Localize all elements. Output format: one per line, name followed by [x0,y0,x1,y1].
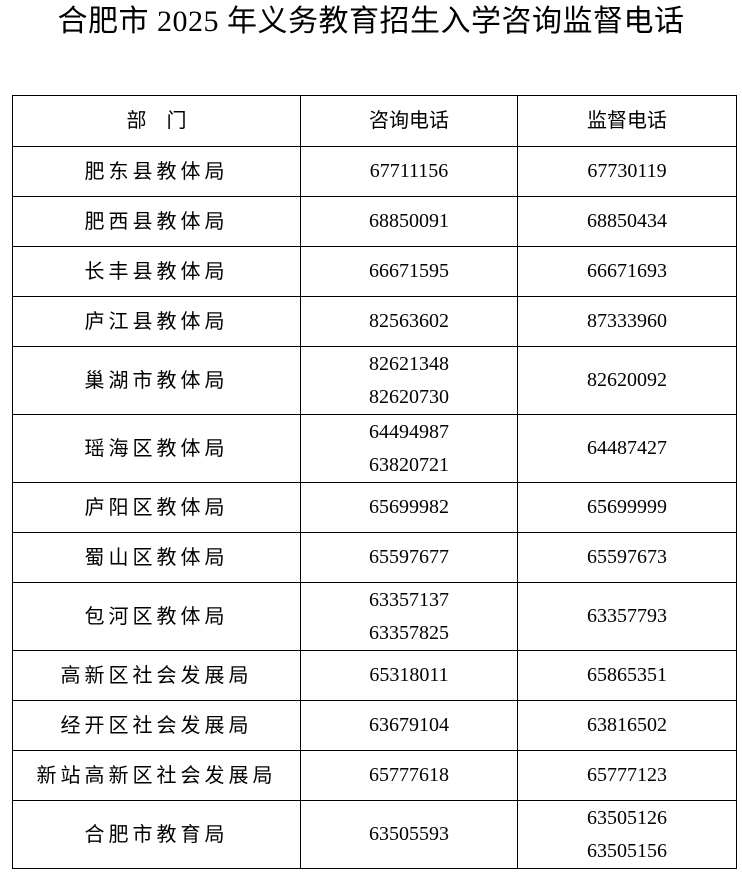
phone-number: 65699982 [369,496,449,518]
phone-number: 65777618 [369,764,449,786]
header-consult-phone: 咨询电话 [300,95,518,147]
phone-number: 65597677 [369,546,449,568]
consult-phone-cell: 63357137 63357825 [300,582,518,651]
supervise-phone-cell: 63816502 [517,700,737,751]
supervise-phone-cell: 66671693 [517,246,737,297]
phone-number: 63505126 [587,806,667,829]
department-cell: 巢湖市教体局 [12,346,301,415]
header-supervise-phone: 监督电话 [517,95,737,147]
table-row: 长丰县教体局 66671595 66671693 [12,246,737,297]
consult-phone-cell: 65597677 [300,532,518,583]
table-row: 肥西县教体局 68850091 68850434 [12,196,737,247]
department-cell: 经开区社会发展局 [12,700,301,751]
phone-number: 63357137 [369,588,449,611]
phone-number: 82563602 [369,310,449,332]
phone-number: 63357793 [587,605,667,627]
phone-number: 65777123 [587,764,667,786]
phone-number: 65597673 [587,546,667,568]
department-cell: 蜀山区教体局 [12,532,301,583]
department-cell: 肥东县教体局 [12,146,301,197]
department-cell: 合肥市教育局 [12,800,301,869]
document-title: 合肥市 2025 年义务教育招生入学咨询监督电话 [57,5,685,38]
supervise-phone-cell: 82620092 [517,346,737,415]
supervise-phone-cell: 87333960 [517,296,737,347]
consult-phone-cell: 67711156 [300,146,518,197]
phone-number: 63820721 [369,453,449,476]
table-row: 庐江县教体局 82563602 87333960 [12,296,737,347]
department-cell: 肥西县教体局 [12,196,301,247]
consult-phone-cell: 65318011 [300,650,518,701]
phone-number: 67730119 [587,160,667,182]
phone-number: 66671595 [369,260,449,282]
phone-number: 82620730 [369,385,449,408]
department-cell: 瑶海区教体局 [12,414,301,483]
department-cell: 包河区教体局 [12,582,301,651]
phone-number: 63505156 [587,839,667,862]
phone-number: 64487427 [587,437,667,459]
table-row: 经开区社会发展局 63679104 63816502 [12,700,737,751]
supervise-phone-cell: 64487427 [517,414,737,483]
table-row: 庐阳区教体局 65699982 65699999 [12,482,737,533]
table-row: 新站高新区社会发展局 65777618 65777123 [12,750,737,801]
phone-number: 63816502 [587,714,667,736]
phone-number: 65865351 [587,664,667,686]
consult-phone-cell: 65699982 [300,482,518,533]
department-cell: 新站高新区社会发展局 [12,750,301,801]
phone-number: 63357825 [369,621,449,644]
consult-phone-cell: 63679104 [300,700,518,751]
phone-number: 64494987 [369,420,449,443]
phone-number: 87333960 [587,310,667,332]
supervise-phone-cell: 63357793 [517,582,737,651]
consult-phone-cell: 68850091 [300,196,518,247]
table-row: 包河区教体局 63357137 63357825 63357793 [12,582,737,651]
phone-number: 63505593 [369,823,449,845]
header-department: 部 门 [12,95,301,147]
phone-number: 68850091 [369,210,449,232]
consult-phone-cell: 82563602 [300,296,518,347]
phone-number: 65318011 [369,664,449,686]
department-cell: 高新区社会发展局 [12,650,301,701]
phone-number: 65699999 [587,496,667,518]
phone-number: 67711156 [369,160,449,182]
table-row: 合肥市教育局 63505593 63505126 63505156 [12,800,737,869]
table-row: 瑶海区教体局 64494987 63820721 64487427 [12,414,737,483]
phone-number: 68850434 [587,210,667,232]
consult-phone-cell: 82621348 82620730 [300,346,518,415]
consult-phone-cell: 65777618 [300,750,518,801]
consult-phone-cell: 63505593 [300,800,518,869]
supervise-phone-cell: 65597673 [517,532,737,583]
department-cell: 庐江县教体局 [12,296,301,347]
phone-number: 82621348 [369,352,449,375]
consult-phone-cell: 66671595 [300,246,518,297]
phone-number: 66671693 [587,260,667,282]
supervise-phone-cell: 65865351 [517,650,737,701]
phone-number: 82620092 [587,369,667,391]
supervise-phone-cell: 65699999 [517,482,737,533]
table-header-row: 部 门 咨询电话 监督电话 [12,95,737,147]
supervise-phone-cell: 65777123 [517,750,737,801]
consult-phone-cell: 64494987 63820721 [300,414,518,483]
table-row: 肥东县教体局 67711156 67730119 [12,146,737,197]
supervise-phone-cell: 68850434 [517,196,737,247]
table-row: 巢湖市教体局 82621348 82620730 82620092 [12,346,737,415]
table-row: 高新区社会发展局 65318011 65865351 [12,650,737,701]
supervise-phone-cell: 67730119 [517,146,737,197]
phone-number: 63679104 [369,714,449,736]
supervise-phone-cell: 63505126 63505156 [517,800,737,869]
contact-table: 部 门 咨询电话 监督电话 肥东县教体局 67711156 67730119 肥西县教… [12,95,737,869]
department-cell: 庐阳区教体局 [12,482,301,533]
table-row: 蜀山区教体局 65597677 65597673 [12,532,737,583]
department-cell: 长丰县教体局 [12,246,301,297]
